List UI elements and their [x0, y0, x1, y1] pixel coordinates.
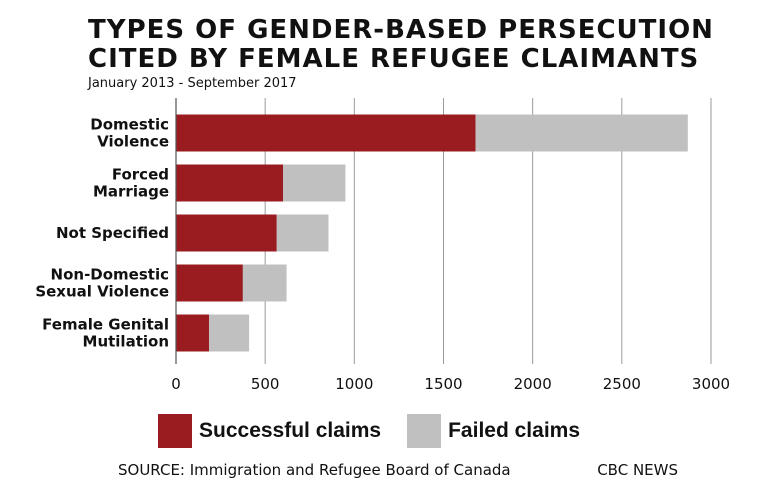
category-label: Not Specified [56, 224, 169, 242]
source-credit: SOURCE: Immigration and Refugee Board of… [118, 461, 511, 479]
bar-successful [176, 264, 243, 302]
legend-label-successful: Successful claims [199, 419, 382, 442]
chart-title-line-2: CITED BY FEMALE REFUGEE CLAIMANTS [88, 44, 700, 74]
x-tick-label: 2000 [514, 375, 552, 393]
bar-failed [475, 114, 688, 152]
x-tick-label: 0 [171, 375, 181, 393]
bar-failed [242, 264, 287, 302]
chart-footer: SOURCE: Immigration and Refugee Board of… [118, 461, 678, 479]
chart-legend: Successful claims Failed claims [158, 414, 580, 448]
bar-failed [276, 214, 329, 252]
bar-successful [176, 314, 209, 352]
chart-subtitle: January 2013 - September 2017 [88, 76, 297, 91]
category-label: Non-Domestic Sexual Violence [35, 266, 169, 301]
bar-failed [208, 314, 250, 352]
bar-failed [283, 164, 346, 202]
bar-successful [176, 214, 277, 252]
x-tick-label: 1500 [424, 375, 462, 393]
x-tick-label: 500 [251, 375, 280, 393]
category-label: Female Genital Mutilation [42, 316, 169, 351]
legend-item-failed: Failed claims [407, 414, 580, 448]
category-label: Forced Marriage [93, 166, 169, 201]
x-tick-label: 2500 [603, 375, 641, 393]
x-tick-label: 3000 [692, 375, 730, 393]
chart-title: TYPES OF GENDER-BASED PERSECUTION CITED … [88, 16, 714, 74]
legend-swatch-successful [158, 414, 192, 448]
category-label: Domestic Violence [90, 116, 169, 151]
legend-swatch-failed [407, 414, 442, 448]
bar-successful [176, 164, 283, 202]
bar-successful [176, 114, 476, 152]
legend-label-failed: Failed claims [448, 419, 581, 442]
legend-item-successful: Successful claims [158, 414, 381, 448]
chart-title-line-1: TYPES OF GENDER-BASED PERSECUTION [88, 15, 714, 45]
brand-credit: CBC NEWS [597, 461, 678, 479]
x-tick-label: 1000 [335, 375, 373, 393]
